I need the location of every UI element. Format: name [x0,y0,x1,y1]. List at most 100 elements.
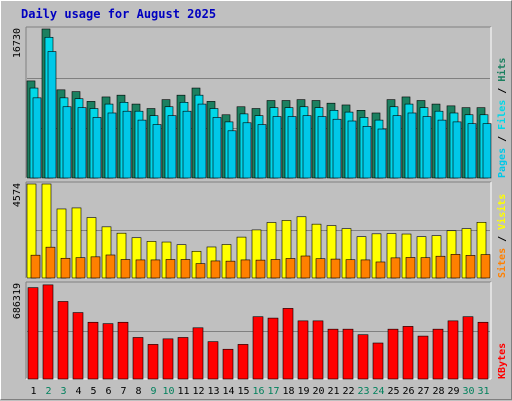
day-label-4: 4 [75,386,81,397]
day-label-3: 3 [60,386,66,397]
bar-pages-day-29 [452,121,462,179]
bar-sites-day-6 [105,254,116,279]
day-label-19: 19 [297,386,309,397]
panel-1-legend: Sites / Visits [496,194,508,278]
bar-sites-day-7 [120,259,131,279]
bar-sites-day-31 [480,254,491,279]
bar-pages-day-31 [482,123,492,179]
bar-pages-day-24 [377,128,387,179]
day-label-8: 8 [135,386,141,397]
legend-sep-3: / [497,230,508,248]
bar-kbytes-day-2 [42,284,54,380]
bar-pages-day-9 [152,124,162,179]
bar-pages-day-22 [347,120,357,179]
day-label-23: 23 [357,386,369,397]
bar-sites-day-20 [315,258,326,279]
day-label-22: 22 [342,386,354,397]
bar-sites-day-21 [330,258,341,279]
bar-kbytes-day-3 [57,301,69,380]
bar-sites-day-19 [300,255,311,279]
day-label-5: 5 [90,386,96,397]
bar-pages-day-14 [227,130,237,179]
day-label-11: 11 [177,386,189,397]
bar-sites-day-27 [420,257,431,279]
bar-kbytes-day-21 [327,328,339,380]
bar-sites-day-24 [375,261,386,279]
bar-sites-day-16 [255,259,266,279]
bar-kbytes-day-1 [27,287,39,380]
panel-1-max-label: 4574 [12,183,23,207]
day-label-31: 31 [477,386,489,397]
panel-2-legend: KBytes [497,343,508,379]
day-label-2: 2 [45,386,51,397]
bar-kbytes-day-28 [432,328,444,380]
bar-pages-day-18 [287,116,297,179]
bar-kbytes-day-17 [267,317,279,380]
bar-kbytes-day-12 [192,327,204,380]
bar-sites-day-13 [210,260,221,279]
day-label-10: 10 [162,386,174,397]
bar-sites-day-30 [465,255,476,279]
day-label-18: 18 [282,386,294,397]
legend-kbytes: KBytes [497,343,508,379]
bar-kbytes-day-23 [357,334,369,380]
bar-kbytes-day-18 [282,308,294,380]
bar-pages-day-2 [47,51,57,179]
bar-pages-day-15 [242,122,252,179]
day-label-6: 6 [105,386,111,397]
bar-kbytes-day-27 [417,335,429,380]
day-label-14: 14 [222,386,234,397]
bar-sites-day-26 [405,257,416,279]
bar-pages-day-30 [467,123,477,179]
bar-pages-day-28 [437,119,447,179]
bar-pages-day-3 [62,106,72,179]
bar-kbytes-day-16 [252,316,264,380]
legend-files: Files [496,100,508,130]
bar-kbytes-day-7 [117,321,129,380]
bar-pages-day-17 [272,116,282,179]
bar-pages-day-21 [332,118,342,179]
bar-kbytes-day-30 [462,316,474,380]
bar-sites-day-23 [360,259,371,279]
day-label-24: 24 [372,386,384,397]
bar-pages-day-8 [137,119,147,179]
bar-kbytes-day-13 [207,341,219,380]
day-label-26: 26 [402,386,414,397]
legend-sep-2: / [497,82,508,100]
bar-pages-day-13 [212,117,222,179]
bar-sites-day-4 [75,257,86,279]
bar-sites-day-17 [270,259,281,279]
bar-kbytes-day-15 [237,344,249,380]
bar-pages-day-26 [407,112,417,179]
day-label-21: 21 [327,386,339,397]
bar-sites-day-8 [135,259,146,279]
bar-pages-day-7 [122,110,132,179]
day-label-1: 1 [30,386,36,397]
bar-sites-day-10 [165,259,176,279]
bar-sites-day-28 [435,255,446,279]
day-label-17: 17 [267,386,279,397]
bar-kbytes-day-29 [447,320,459,380]
day-label-25: 25 [387,386,399,397]
bar-sites-day-2 [45,246,56,279]
day-label-13: 13 [207,386,219,397]
day-label-7: 7 [120,386,126,397]
legend-hits: Hits [496,58,508,82]
bar-pages-day-16 [257,124,267,179]
bar-kbytes-day-8 [132,337,144,380]
panel-0-max-label: 16730 [12,28,23,58]
bar-sites-day-22 [345,259,356,279]
chart-title: Daily usage for August 2025 [21,7,217,21]
bar-pages-day-23 [362,126,372,179]
bar-kbytes-day-4 [72,312,84,380]
bar-pages-day-10 [167,115,177,179]
bar-pages-day-5 [92,117,102,179]
bar-pages-day-27 [422,116,432,179]
bar-kbytes-day-26 [402,326,414,380]
bar-sites-day-25 [390,257,401,279]
bar-kbytes-day-10 [162,338,174,380]
bar-pages-day-11 [182,110,192,179]
bar-kbytes-day-31 [477,321,489,380]
day-label-20: 20 [312,386,324,397]
bar-sites-day-18 [285,258,296,279]
